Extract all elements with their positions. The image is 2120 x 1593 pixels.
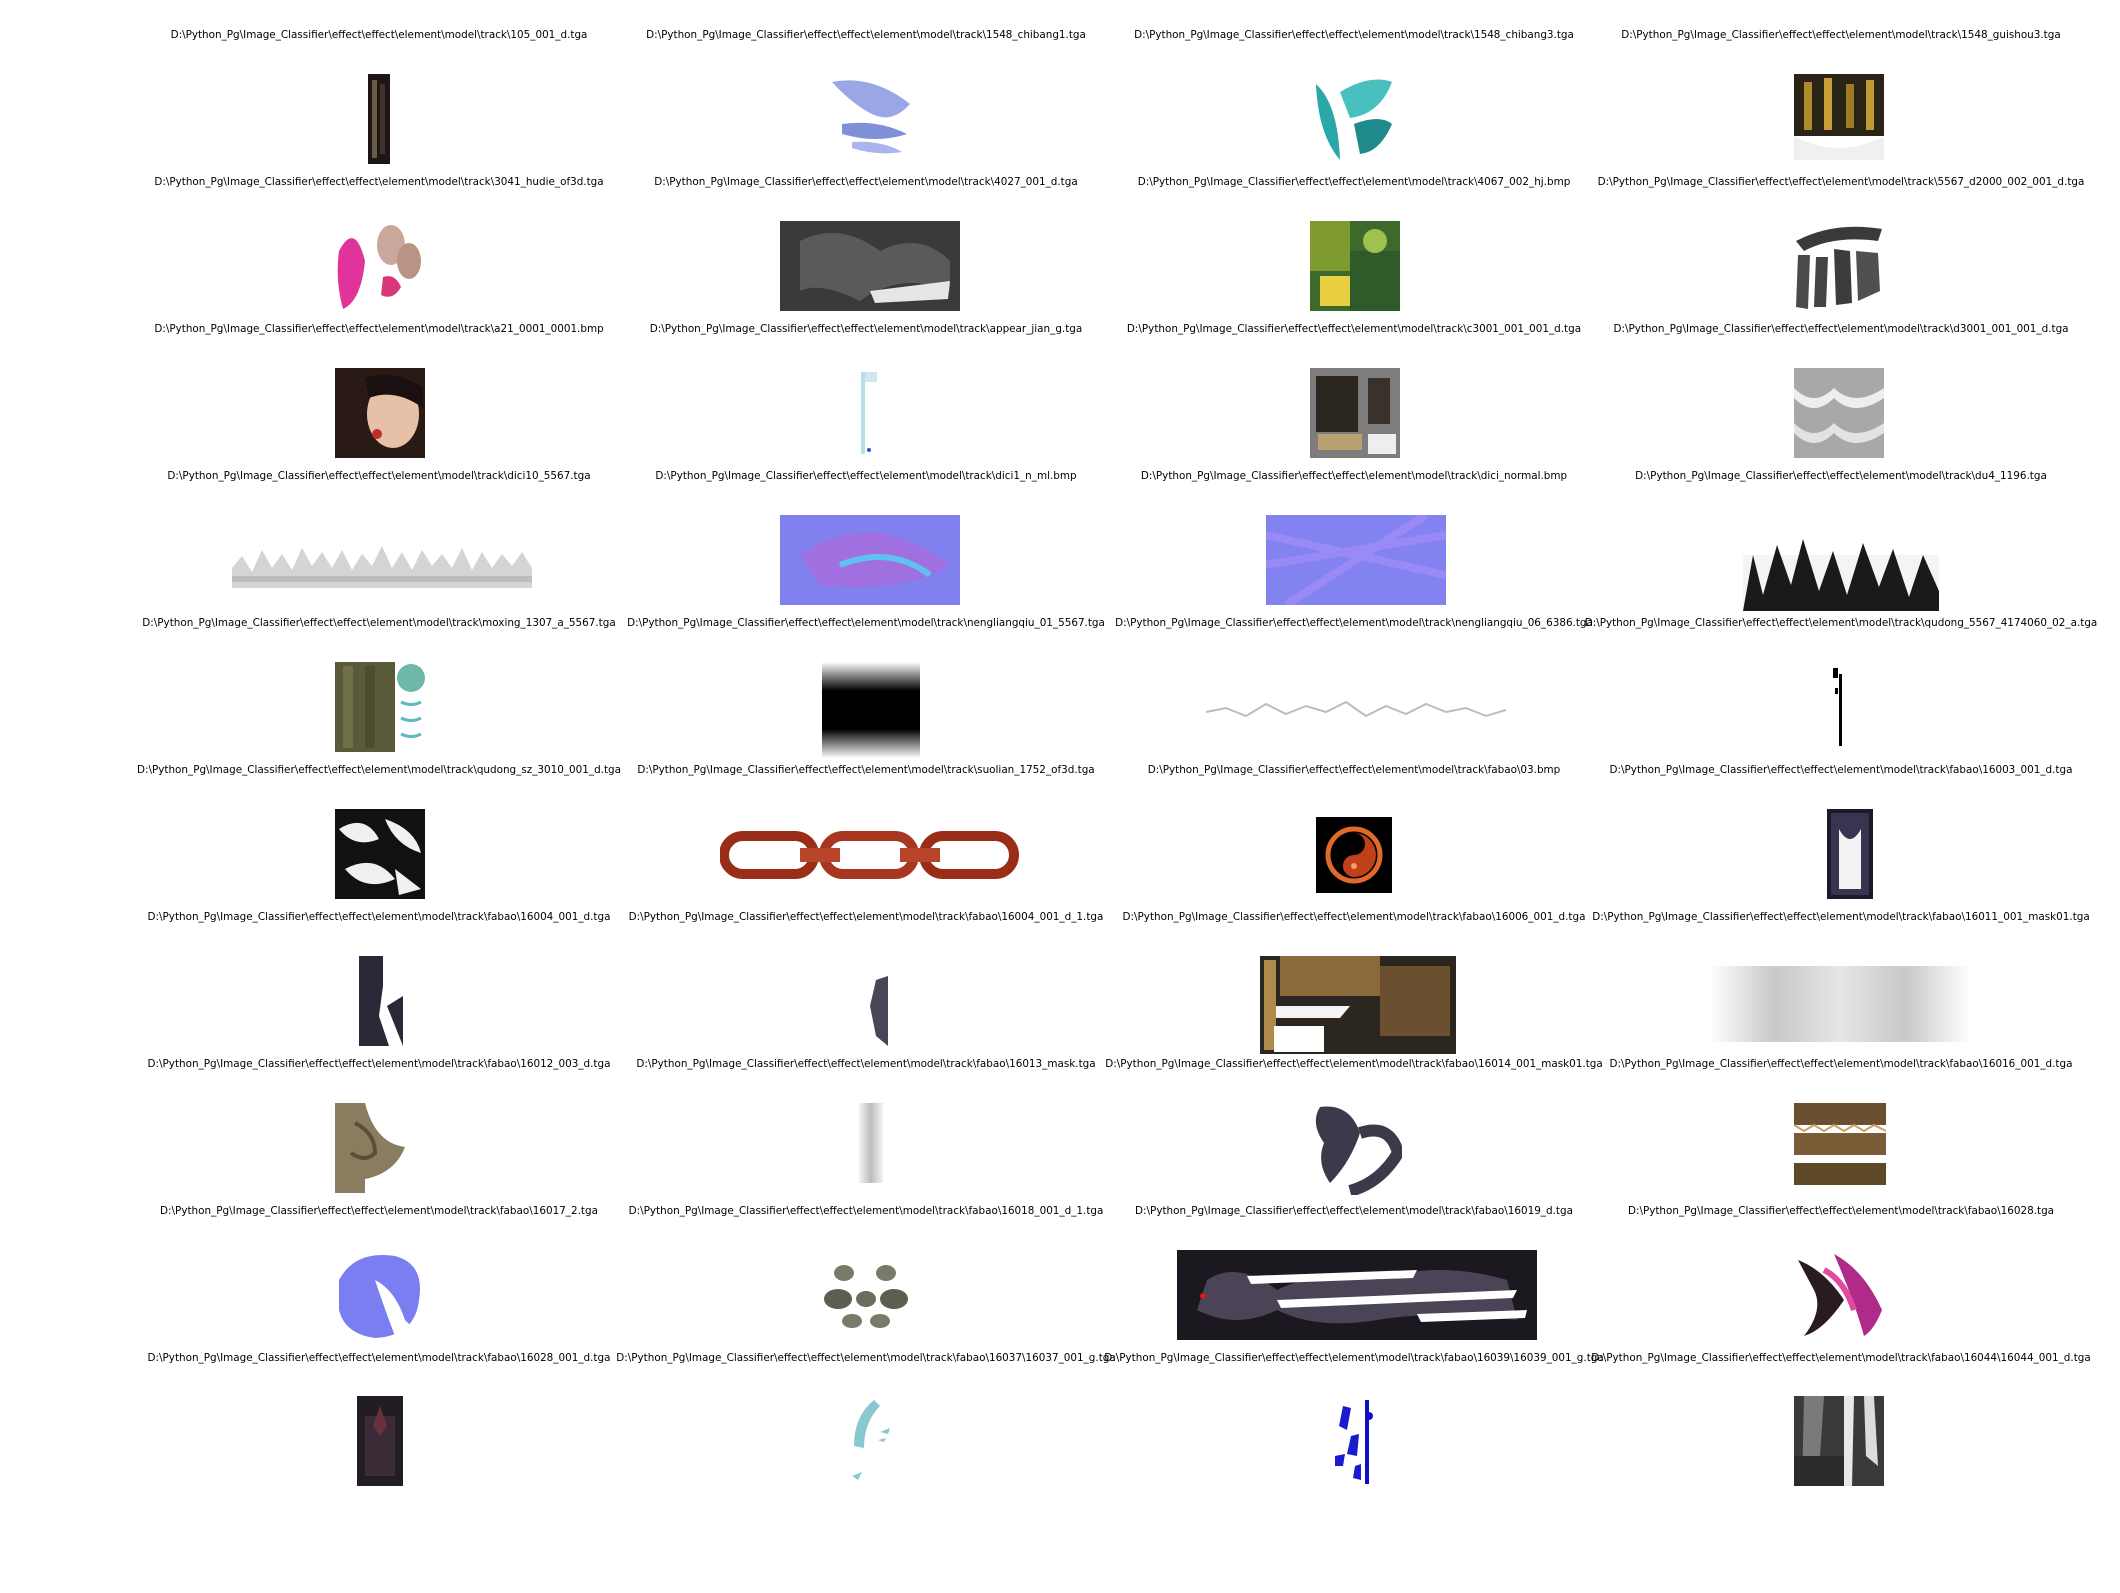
image-caption: D:\Python_Pg\Image_Classifier\effect\eff… xyxy=(1126,323,1582,335)
texture-thumbnail xyxy=(1310,1103,1402,1195)
image-caption: D:\Python_Pg\Image_Classifier\effect\eff… xyxy=(1135,1205,1573,1217)
image-caption: D:\Python_Pg\Image_Classifier\effect\eff… xyxy=(147,1352,611,1364)
texture-thumbnail xyxy=(780,515,960,605)
image-caption: D:\Python_Pg\Image_Classifier\effect\eff… xyxy=(147,1058,611,1070)
texture-thumbnail xyxy=(335,1103,427,1193)
texture-thumbnail xyxy=(1794,221,1884,311)
image-caption: D:\Python_Pg\Image_Classifier\effect\eff… xyxy=(1609,1058,2073,1070)
image-caption: D:\Python_Pg\Image_Classifier\effect\eff… xyxy=(649,323,1083,335)
image-caption: D:\Python_Pg\Image_Classifier\effect\eff… xyxy=(1105,1058,1603,1070)
image-caption: D:\Python_Pg\Image_Classifier\effect\eff… xyxy=(1137,176,1571,188)
texture-thumbnail xyxy=(1829,668,1849,748)
image-caption: D:\Python_Pg\Image_Classifier\effect\eff… xyxy=(160,1205,598,1217)
texture-thumbnail xyxy=(1794,74,1884,160)
texture-thumbnail xyxy=(1206,690,1506,730)
texture-thumbnail xyxy=(335,809,425,899)
image-caption: D:\Python_Pg\Image_Classifier\effect\eff… xyxy=(655,470,1077,482)
texture-thumbnail xyxy=(1710,966,1970,1042)
image-caption: D:\Python_Pg\Image_Classifier\effect\eff… xyxy=(136,764,622,776)
image-caption: D:\Python_Pg\Image_Classifier\effect\eff… xyxy=(1591,1352,2091,1364)
texture-thumbnail xyxy=(359,956,403,1046)
image-caption: D:\Python_Pg\Image_Classifier\effect\eff… xyxy=(167,470,591,482)
image-caption: D:\Python_Pg\Image_Classifier\effect\eff… xyxy=(1627,1205,2055,1217)
texture-thumbnail xyxy=(853,368,883,458)
image-caption: D:\Python_Pg\Image_Classifier\effect\eff… xyxy=(142,617,616,629)
image-caption: D:\Python_Pg\Image_Classifier\effect\eff… xyxy=(1635,470,2047,482)
image-caption: D:\Python_Pg\Image_Classifier\effect\eff… xyxy=(154,176,604,188)
texture-thumbnail xyxy=(859,1103,883,1183)
image-caption: D:\Python_Pg\Image_Classifier\effect\eff… xyxy=(616,1352,1116,1364)
texture-thumbnail xyxy=(335,221,425,311)
texture-thumbnail xyxy=(357,1396,403,1486)
image-caption: D:\Python_Pg\Image_Classifier\effect\eff… xyxy=(1104,1352,1604,1364)
texture-thumbnail xyxy=(1177,1250,1537,1340)
image-caption: D:\Python_Pg\Image_Classifier\effect\eff… xyxy=(646,29,1086,41)
image-caption: D:\Python_Pg\Image_Classifier\effect\eff… xyxy=(147,911,611,923)
texture-thumbnail xyxy=(1310,368,1400,458)
texture-thumbnail xyxy=(822,1259,910,1331)
texture-thumbnail xyxy=(1743,535,1939,611)
texture-thumbnail xyxy=(720,830,1020,880)
texture-thumbnail xyxy=(1310,221,1400,311)
image-caption: D:\Python_Pg\Image_Classifier\effect\eff… xyxy=(1621,29,2061,41)
texture-thumbnail xyxy=(1331,1396,1381,1486)
texture-thumbnail xyxy=(368,74,390,164)
texture-thumbnail xyxy=(1794,368,1884,458)
image-caption: D:\Python_Pg\Image_Classifier\effect\eff… xyxy=(636,1058,1096,1070)
image-caption: D:\Python_Pg\Image_Classifier\effect\eff… xyxy=(1613,323,2069,335)
image-caption: D:\Python_Pg\Image_Classifier\effect\eff… xyxy=(1584,617,2098,629)
image-caption: D:\Python_Pg\Image_Classifier\effect\eff… xyxy=(170,29,588,41)
image-caption: D:\Python_Pg\Image_Classifier\effect\eff… xyxy=(628,911,1104,923)
image-caption: D:\Python_Pg\Image_Classifier\effect\eff… xyxy=(1134,29,1574,41)
texture-thumbnail xyxy=(1316,817,1392,893)
texture-thumbnail xyxy=(822,662,920,758)
image-caption: D:\Python_Pg\Image_Classifier\effect\eff… xyxy=(628,1205,1104,1217)
texture-thumbnail xyxy=(1794,1250,1886,1340)
image-caption: D:\Python_Pg\Image_Classifier\effect\eff… xyxy=(1115,617,1593,629)
image-caption: D:\Python_Pg\Image_Classifier\effect\eff… xyxy=(1609,764,2073,776)
texture-thumbnail xyxy=(335,368,425,458)
texture-thumbnail xyxy=(822,74,912,159)
image-caption: D:\Python_Pg\Image_Classifier\effect\eff… xyxy=(1592,911,2090,923)
texture-thumbnail xyxy=(844,1396,894,1486)
texture-thumbnail xyxy=(1260,956,1456,1054)
texture-thumbnail xyxy=(1266,515,1446,605)
image-caption: D:\Python_Pg\Image_Classifier\effect\eff… xyxy=(154,323,604,335)
texture-thumbnail xyxy=(866,976,894,1046)
image-caption: D:\Python_Pg\Image_Classifier\effect\eff… xyxy=(1122,911,1586,923)
texture-thumbnail xyxy=(780,221,960,311)
image-caption: D:\Python_Pg\Image_Classifier\effect\eff… xyxy=(637,764,1095,776)
texture-thumbnail xyxy=(232,538,532,598)
image-caption: D:\Python_Pg\Image_Classifier\effect\eff… xyxy=(627,617,1105,629)
image-caption: D:\Python_Pg\Image_Classifier\effect\eff… xyxy=(1147,764,1561,776)
texture-thumbnail xyxy=(335,1250,427,1340)
texture-thumbnail xyxy=(1310,74,1398,164)
image-caption: D:\Python_Pg\Image_Classifier\effect\eff… xyxy=(654,176,1078,188)
image-caption: D:\Python_Pg\Image_Classifier\effect\eff… xyxy=(1140,470,1568,482)
texture-thumbnail xyxy=(1794,1396,1884,1486)
image-caption: D:\Python_Pg\Image_Classifier\effect\eff… xyxy=(1597,176,2085,188)
texture-thumbnail xyxy=(335,662,427,752)
texture-thumbnail xyxy=(1827,809,1873,899)
texture-thumbnail xyxy=(1794,1103,1886,1195)
